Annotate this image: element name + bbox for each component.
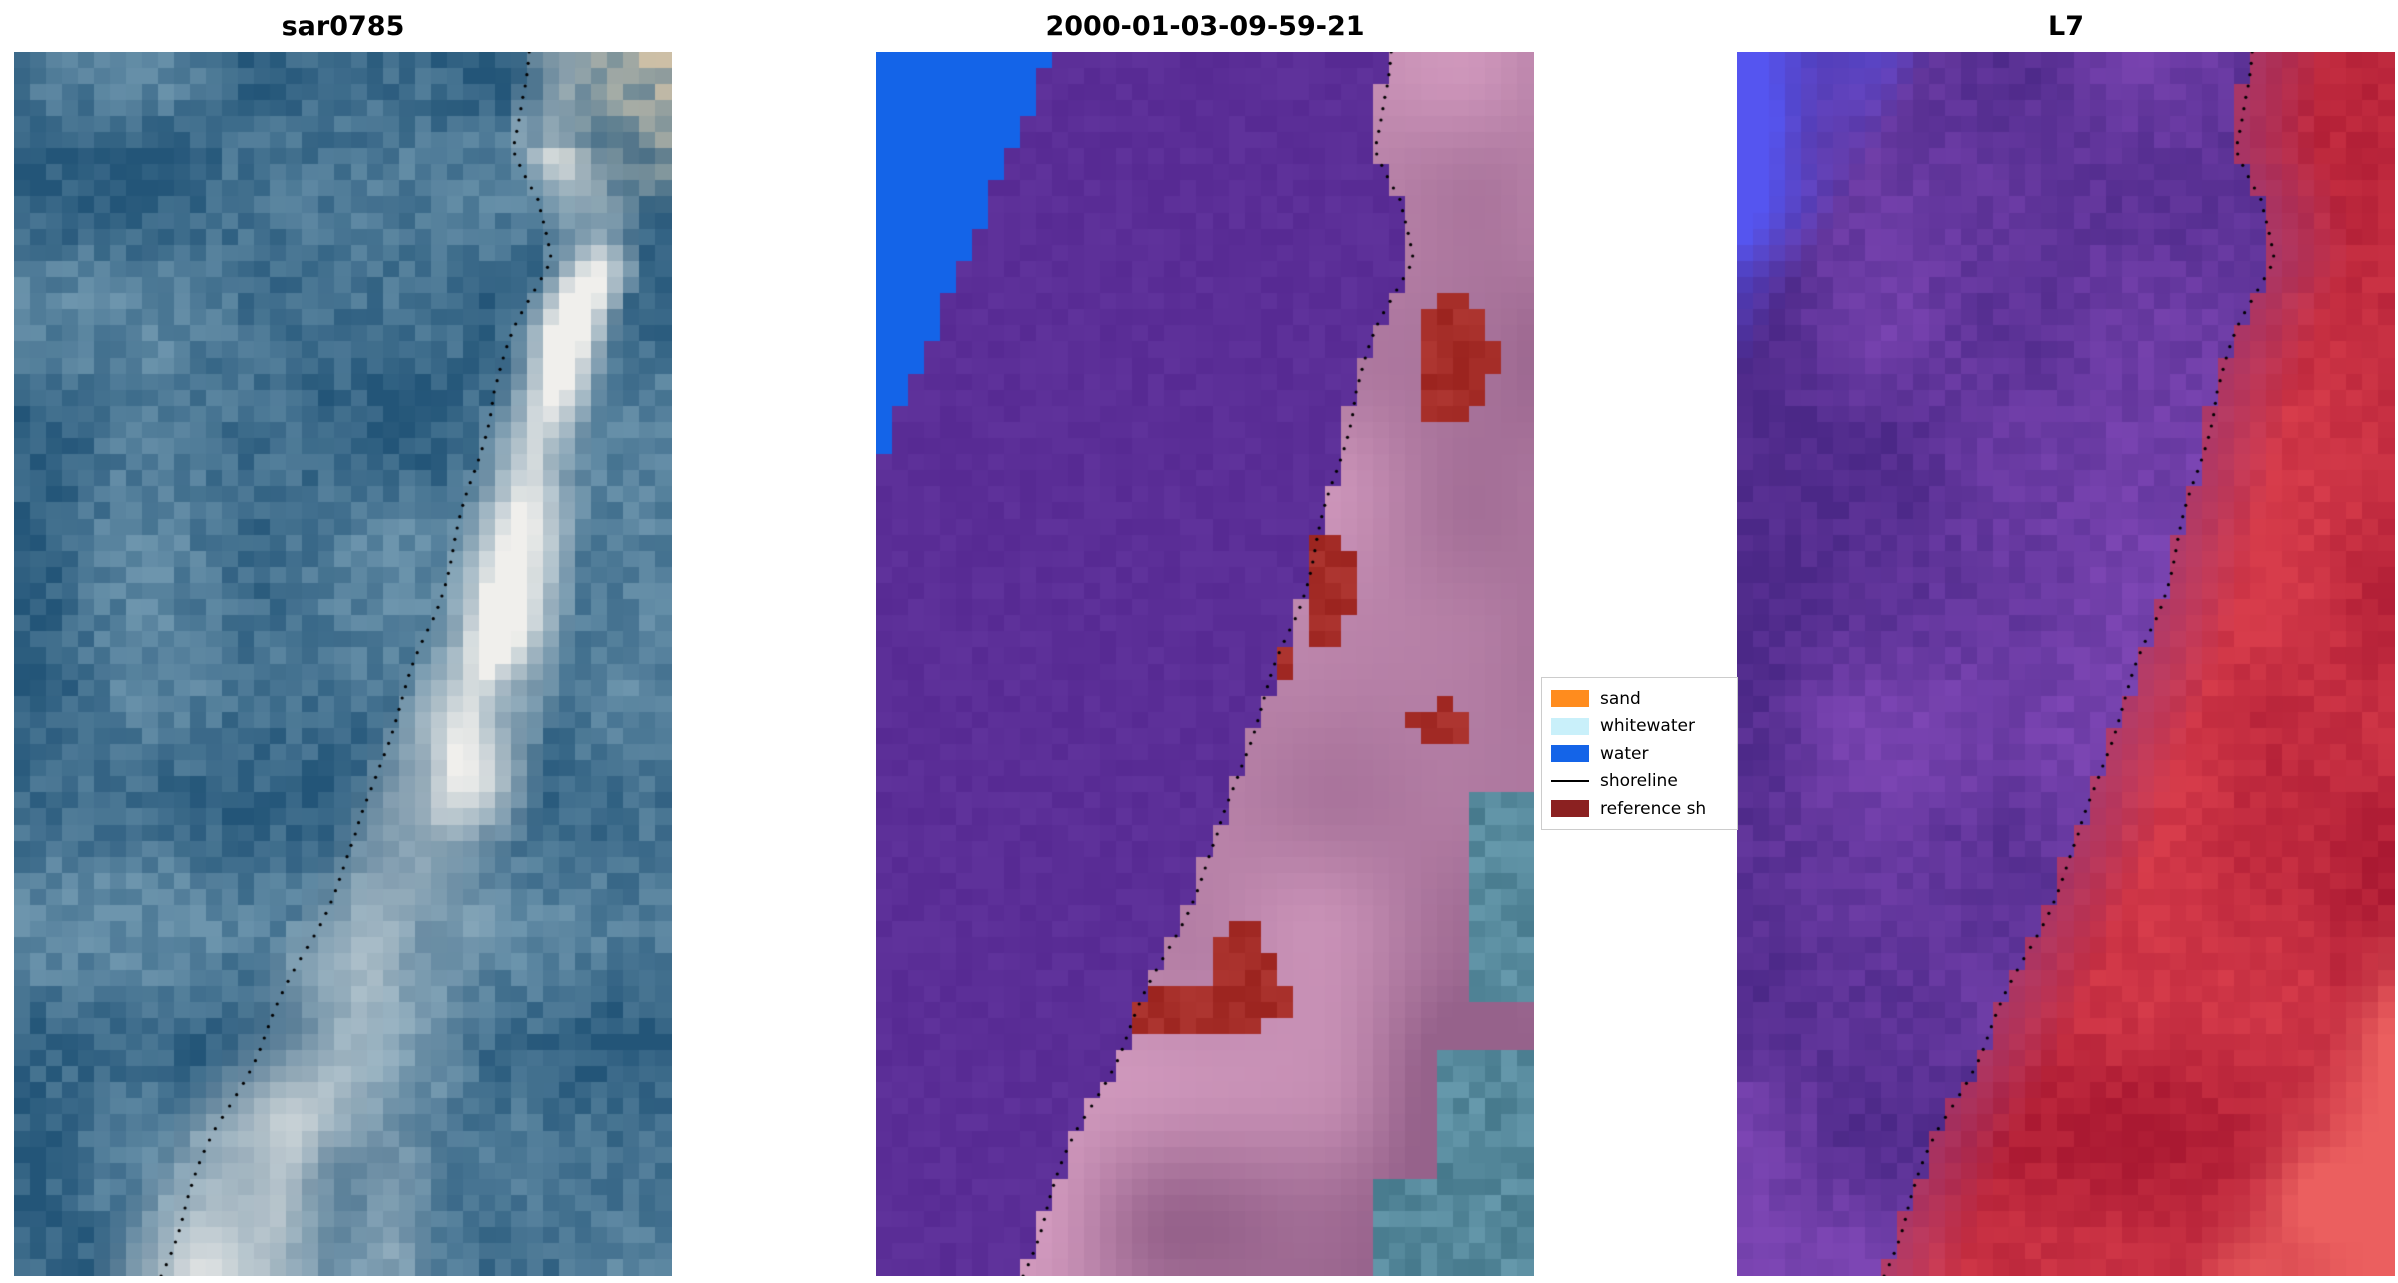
sar-image-canvas [14, 52, 672, 1276]
legend-entry-label: whitewater [1600, 716, 1695, 737]
legend-color-swatch [1551, 717, 1589, 735]
panel-title-classification: 2000-01-03-09-59-21 [1045, 11, 1365, 42]
panel-classification: 2000-01-03-09-59-21 [876, 11, 1534, 1276]
legend: sand whitewater water shoreline reference sh [1541, 677, 1738, 830]
legend-color-swatch [1551, 800, 1589, 818]
legend-row-sand: sand [1551, 685, 1737, 713]
legend-color-swatch [1551, 690, 1589, 708]
legend-entry-label: sand [1600, 688, 1641, 709]
legend-entry-label: reference sh [1600, 798, 1707, 819]
legend-row-whitewater: whitewater [1551, 713, 1737, 741]
l7-image-canvas [1737, 52, 2395, 1276]
panel-sar: sar0785 [14, 11, 672, 1276]
panel-l7: L7 [1737, 11, 2395, 1276]
legend-line-sample [1551, 780, 1589, 783]
legend-entry-label: water [1600, 743, 1649, 764]
legend-entry-label: shoreline [1600, 771, 1678, 792]
classification-image-canvas [876, 52, 1534, 1276]
legend-color-swatch [1551, 745, 1589, 763]
legend-row-shoreline: shoreline [1551, 768, 1737, 796]
panel-title-sar: sar0785 [281, 11, 405, 42]
legend-row-water: water [1551, 740, 1737, 768]
panel-title-l7: L7 [2048, 11, 2084, 42]
legend-row-reference-sh: reference sh [1551, 795, 1737, 823]
